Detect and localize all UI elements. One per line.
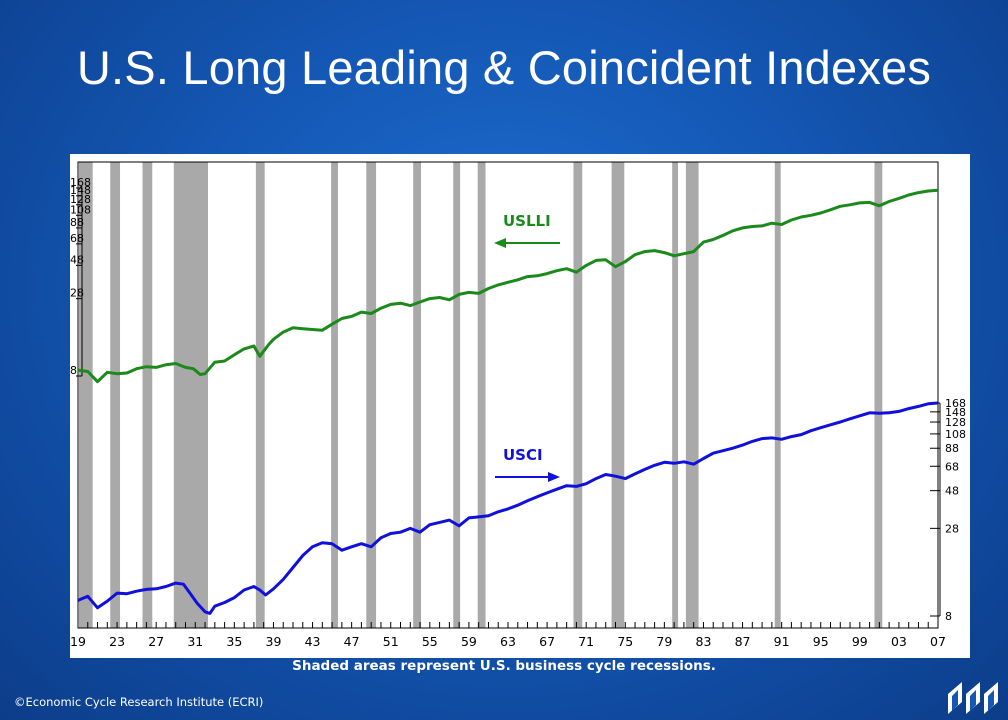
recession-band bbox=[255, 162, 265, 628]
y-tick-label-left: 48 bbox=[70, 253, 84, 266]
recession-band bbox=[774, 162, 781, 628]
usci-annotation-label: USCI bbox=[503, 446, 543, 464]
x-tick-label: 19 bbox=[70, 634, 86, 649]
y-tick-label-right: 68 bbox=[945, 460, 959, 473]
recession-band bbox=[142, 162, 153, 628]
x-tick-label: 75 bbox=[617, 634, 633, 649]
x-tick-label: 59 bbox=[461, 634, 477, 649]
recession-band bbox=[331, 162, 338, 628]
x-tick-label: 47 bbox=[344, 634, 360, 649]
x-tick-label: 95 bbox=[813, 634, 829, 649]
x-tick-label: 83 bbox=[696, 634, 712, 649]
chart-caption: Shaded areas represent U.S. business cyc… bbox=[292, 658, 716, 674]
y-tick-label-right: 128 bbox=[945, 416, 966, 429]
y-tick-label-right: 28 bbox=[945, 522, 959, 535]
chart-panel: 19 23 27 31 35 39 43 47 51 55 59 63 67 71 75 79 83 87 91 95… bbox=[70, 154, 970, 658]
y-tick-label-left: 28 bbox=[70, 287, 84, 300]
recession-band bbox=[611, 162, 625, 628]
x-tick-label: 71 bbox=[578, 634, 594, 649]
x-tick-label: 03 bbox=[891, 634, 907, 649]
usl-arrow-head bbox=[494, 238, 506, 248]
usl-annotation-label: USLLI bbox=[503, 212, 551, 230]
x-tick-label: 43 bbox=[305, 634, 321, 649]
y-tick-label-right: 168 bbox=[945, 397, 966, 410]
page-title: U.S. Long Leading & Coincident Indexes bbox=[76, 41, 932, 94]
y-tick-label-right: 148 bbox=[945, 406, 966, 419]
recession-band bbox=[366, 162, 377, 628]
line-chart: 19 23 27 31 35 39 43 47 51 55 59 63 67 71 75 79 83 87 91 95… bbox=[70, 161, 966, 649]
x-tick-label: 07 bbox=[930, 634, 946, 649]
recession-band bbox=[453, 162, 461, 628]
recession-band bbox=[573, 162, 583, 628]
ecri-logo-icon bbox=[948, 682, 998, 714]
y-tick-label-left: 148 bbox=[70, 184, 91, 197]
y-tick-label-left: 8 bbox=[70, 364, 77, 377]
recession-band bbox=[477, 162, 486, 628]
x-tick-label: 31 bbox=[187, 634, 203, 649]
x-tick-label: 99 bbox=[852, 634, 868, 649]
x-tick-label: 35 bbox=[226, 634, 242, 649]
recession-band bbox=[874, 162, 883, 628]
y-tick-label-left: 68 bbox=[70, 232, 84, 245]
series-line-usci bbox=[77, 401, 939, 615]
recession-band bbox=[685, 162, 699, 628]
x-tick-label: 39 bbox=[266, 634, 282, 649]
recession-band bbox=[110, 162, 121, 628]
x-tick-label: 63 bbox=[500, 634, 516, 649]
y-tick-label-left: 108 bbox=[70, 203, 91, 216]
x-tick-label: 27 bbox=[148, 634, 164, 649]
y-tick-label-left: 88 bbox=[70, 216, 84, 229]
x-tick-label: 67 bbox=[539, 634, 555, 649]
y-tick-label-right: 108 bbox=[945, 428, 966, 441]
copyright-text: ©Economic Cycle Research Institute (ECRI… bbox=[14, 695, 264, 709]
x-tick-label: 55 bbox=[422, 634, 438, 649]
x-tick-label: 23 bbox=[109, 634, 125, 649]
recession-band bbox=[672, 162, 679, 628]
usci-arrow-head bbox=[548, 472, 560, 482]
y-tick-label-right: 8 bbox=[945, 610, 952, 623]
y-tick-label-left: 168 bbox=[70, 176, 91, 189]
x-tick-label: 51 bbox=[383, 634, 399, 649]
recession-band bbox=[413, 162, 422, 628]
x-tick-label: 87 bbox=[735, 634, 751, 649]
y-tick-label-left: 128 bbox=[70, 193, 91, 206]
y-tick-label-right: 48 bbox=[945, 485, 959, 498]
y-tick-label-right: 88 bbox=[945, 442, 959, 455]
x-tick-label: 79 bbox=[656, 634, 672, 649]
series-line-uslli bbox=[77, 188, 939, 384]
recession-band bbox=[173, 162, 208, 628]
x-tick-label: 91 bbox=[774, 634, 790, 649]
